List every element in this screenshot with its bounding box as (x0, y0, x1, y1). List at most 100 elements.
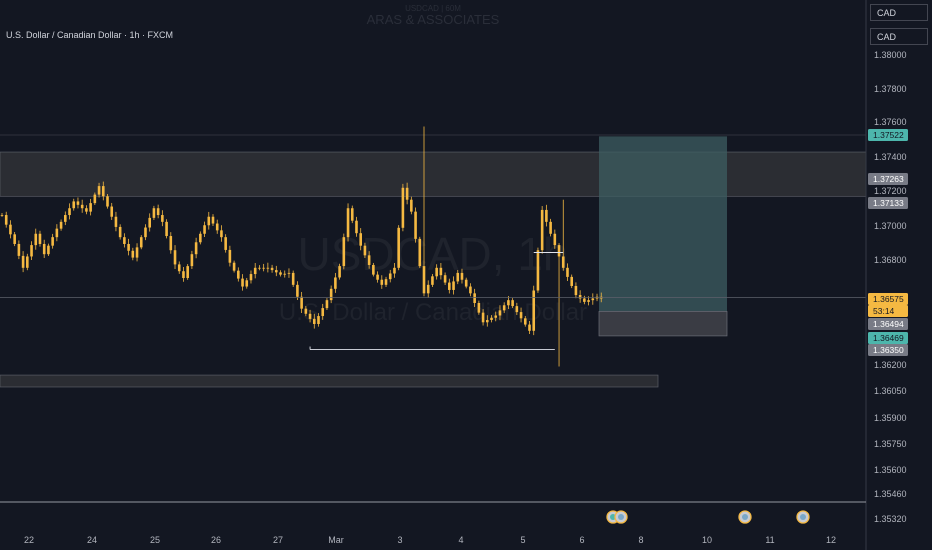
candle-body (346, 208, 350, 238)
candle-body (241, 278, 244, 287)
candle (148, 213, 151, 232)
candle-body (414, 211, 417, 239)
candle-body (279, 272, 282, 275)
candle (211, 214, 215, 226)
candle (397, 225, 400, 271)
candle-body (587, 300, 590, 302)
candle-body (376, 274, 379, 280)
candle (486, 315, 489, 327)
candle-body (443, 275, 447, 283)
candle (561, 199, 565, 271)
candle-body (384, 279, 388, 285)
candle (312, 313, 316, 329)
event-icon[interactable] (614, 510, 628, 524)
candle (304, 306, 308, 317)
candle-body (139, 237, 143, 248)
x-tick-label: 6 (579, 535, 584, 545)
candle-body (359, 233, 362, 246)
event-icon-dot[interactable] (742, 514, 748, 520)
candle-body (283, 273, 287, 275)
candle (574, 282, 578, 299)
candle-body (161, 215, 164, 222)
price-scale-currency[interactable]: CAD (870, 28, 928, 45)
candle (591, 293, 595, 305)
price-label-bg (868, 344, 908, 356)
candle (266, 262, 270, 273)
candle (372, 262, 375, 277)
candle (583, 295, 586, 305)
price-label-text: 1.36469 (873, 333, 904, 343)
candle-body (266, 267, 270, 269)
candle-body (439, 267, 443, 276)
event-icon-dot[interactable] (610, 514, 616, 520)
candle-body (350, 208, 354, 221)
candle (452, 276, 455, 295)
event-icon-dot[interactable] (800, 514, 806, 520)
candle-body (76, 201, 80, 205)
candle-body (511, 300, 514, 307)
candle (59, 219, 63, 231)
candle (152, 205, 156, 220)
candle-body (144, 227, 147, 238)
currency-button[interactable]: CAD (870, 4, 928, 21)
candle (376, 271, 379, 283)
event-icon-dot[interactable] (618, 514, 624, 520)
candle (144, 224, 147, 241)
candle (346, 203, 350, 242)
candle (72, 198, 76, 211)
candle (350, 205, 354, 224)
candle-body (494, 315, 498, 318)
candle (296, 281, 299, 300)
price-label: 1.37522 (868, 129, 908, 141)
x-tick-label: 26 (211, 535, 221, 545)
candle (570, 274, 573, 289)
watermark-brand: ARAS & ASSOCIATES (366, 12, 500, 27)
candle (380, 275, 384, 289)
event-icon[interactable] (796, 510, 810, 524)
candle (283, 270, 287, 278)
candle (114, 211, 118, 232)
y-tick-label: 1.36800 (874, 255, 907, 265)
candle-body (448, 282, 451, 290)
candle-body (177, 264, 181, 272)
y-tick-label: 1.35600 (874, 465, 907, 475)
event-icon[interactable] (738, 510, 752, 524)
candle (410, 196, 413, 215)
candle-body (215, 223, 219, 231)
candle-body (17, 243, 21, 256)
candle-body (118, 226, 122, 238)
x-tick-label: 22 (24, 535, 34, 545)
candle (42, 239, 46, 258)
candle (80, 199, 84, 213)
candle (460, 268, 464, 284)
candle-body (372, 264, 375, 275)
candle-body (148, 217, 151, 228)
candle-body (156, 208, 160, 216)
candle (85, 205, 88, 215)
candle (422, 126, 426, 297)
stop-zone (598, 311, 728, 337)
candle (477, 300, 481, 315)
price-label-bg (868, 332, 908, 344)
candle (177, 261, 181, 274)
candle-body (300, 296, 303, 309)
price-label-text: 1.36350 (873, 345, 904, 355)
price-label-bg (868, 129, 908, 141)
candle (448, 278, 451, 294)
candle (287, 268, 291, 278)
candle (511, 298, 514, 308)
candle-body (435, 267, 438, 277)
price-label: 1.37263 (868, 173, 908, 185)
x-tick-label: 5 (520, 535, 525, 545)
candle-body (515, 306, 519, 313)
candle-body (583, 298, 586, 302)
candle (317, 313, 320, 327)
candle (275, 265, 278, 277)
candle (557, 243, 561, 367)
candle (519, 307, 523, 323)
candle (481, 309, 485, 326)
price-label-bg (868, 197, 908, 209)
y-tick-label: 1.36050 (874, 386, 907, 396)
candle-body (194, 242, 198, 255)
